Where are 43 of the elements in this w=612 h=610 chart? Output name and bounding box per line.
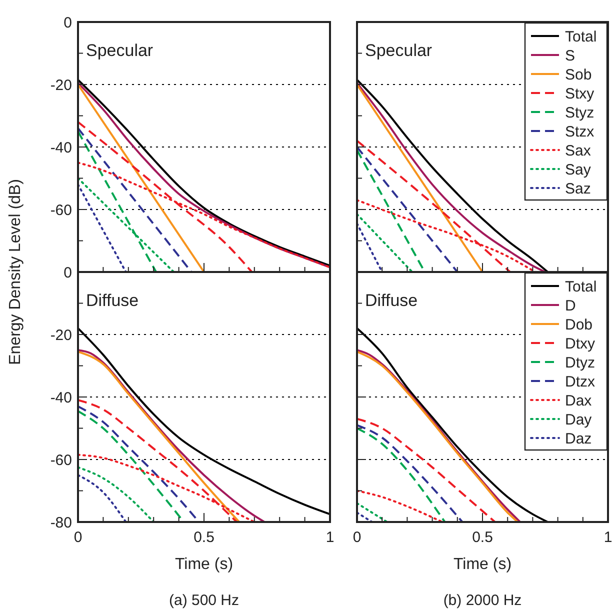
legend-label: Dtzx (565, 373, 596, 390)
legend-label: Styz (565, 104, 594, 122)
text: (a) 500 Hz (168, 592, 240, 609)
x-axis-title: Time (s) (174, 556, 234, 573)
y-tick-label: -20 (50, 326, 72, 344)
y-tick-label: -60 (50, 452, 72, 469)
x-tick-label: 1 (326, 529, 334, 546)
legend-label: Dtyz (565, 354, 595, 372)
annotation: Specular (365, 41, 432, 60)
legend-label: Sax (565, 142, 592, 160)
legend-label: Day (565, 411, 592, 428)
y-tick-label: -80 (50, 514, 72, 532)
legend-label: Dtxy (565, 335, 596, 352)
x-tick-label: 0 (352, 529, 362, 546)
line-series (78, 327, 330, 516)
annotation: Diffuse (86, 291, 139, 310)
legend-label: Total (565, 278, 597, 296)
legend-label: S (565, 47, 576, 64)
legend-label: D (565, 297, 576, 314)
legend-label: Dob (565, 316, 593, 334)
legend-label: Say (565, 161, 592, 178)
legend-label: Saz (565, 180, 591, 198)
legend-label: Total (565, 28, 597, 46)
y-tick-label: -60 (50, 202, 72, 219)
y-tick-label: -20 (50, 76, 72, 94)
line-series (78, 466, 155, 522)
annotation: Diffuse (365, 291, 418, 310)
legend-label: Stxy (565, 85, 595, 102)
x-axis-title: Time (s) (453, 556, 512, 573)
legend-label: Daz (565, 430, 592, 448)
x-tick-label: 0.5 (472, 529, 493, 546)
y-tick-label: -40 (50, 389, 72, 406)
y-tick-label: 0 (64, 264, 72, 282)
legend-label: Dax (565, 392, 592, 410)
annotation: Specular (86, 41, 154, 60)
y-axis-title: Energy Density Level (dB) (7, 179, 24, 365)
x-tick-label: 1 (604, 529, 612, 546)
y-tick-label: -40 (50, 139, 72, 156)
legend-label: Sob (565, 66, 592, 84)
text: (b) 2000 Hz (443, 592, 522, 609)
x-tick-label: 0.5 (194, 529, 214, 546)
legend-label: Stzx (565, 123, 595, 140)
y-tick-label: 0 (64, 14, 72, 32)
